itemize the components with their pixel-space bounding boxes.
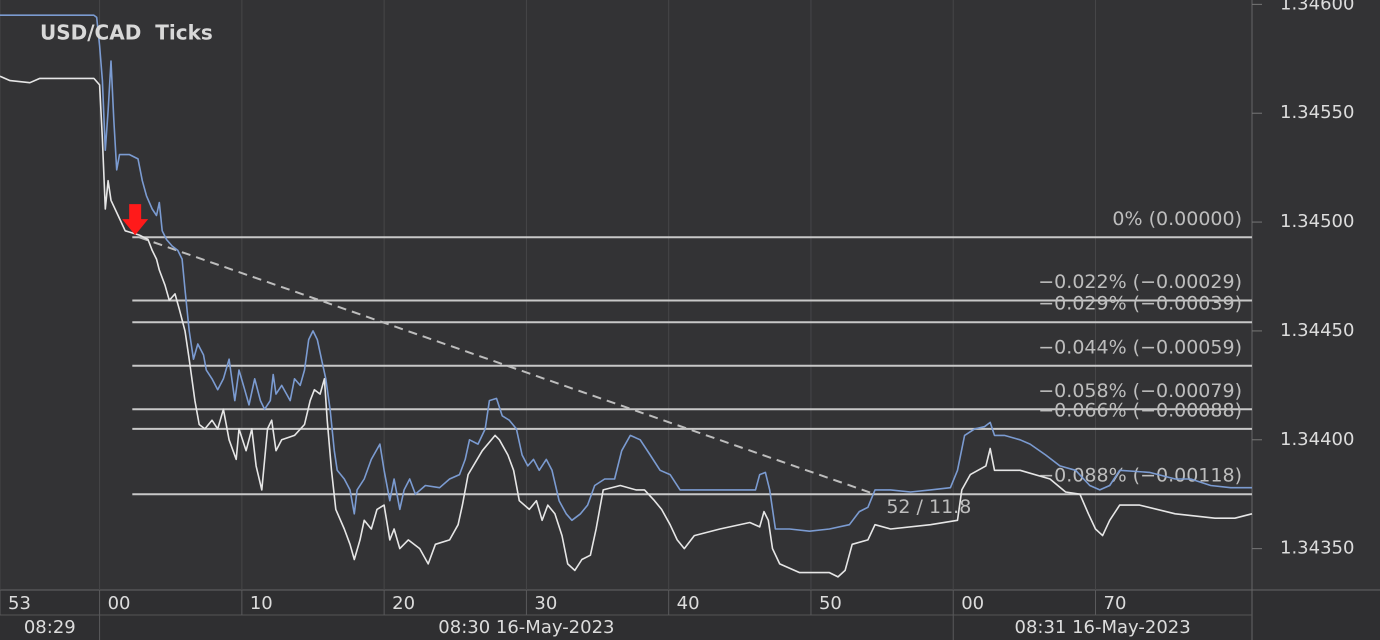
minute-label: 08:29 [24,617,76,638]
fib-label: −0.029% (−0.00039) [1038,293,1242,315]
chart-title: USD/CAD Ticks [40,21,213,45]
x-tick-label: 50 [819,593,842,614]
y-tick-label: 1.34600 [1280,0,1354,14]
y-tick-label: 1.34450 [1280,320,1354,341]
x-tick-label: 70 [1104,593,1127,614]
fib-label: −0.022% (−0.00029) [1038,271,1242,293]
x-tick-label: 00 [108,593,131,614]
minute-label: 08:30 16-May-2023 [438,617,614,638]
trend-line [139,236,876,496]
y-tick-label: 1.34550 [1280,102,1354,123]
fib-label: −0.088% (−0.00118) [1038,465,1242,487]
fib-label: −0.044% (−0.00059) [1038,336,1242,358]
x-tick-label: 00 [961,593,984,614]
x-tick-label: 30 [534,593,557,614]
x-tick-label: 53 [8,593,31,614]
y-tick-label: 1.34350 [1280,538,1354,559]
x-tick-label: 20 [392,593,415,614]
annotation: 52 / 11.8 [886,496,971,518]
x-tick-label: 40 [677,593,700,614]
x-tick-label: 10 [250,593,273,614]
price-line [0,14,1252,533]
price-line [0,75,1253,578]
fib-label: −0.066% (−0.00088) [1038,399,1242,421]
minute-label: 08:31 16-May-2023 [1015,617,1191,638]
fib-label: −0.058% (−0.00079) [1038,380,1242,402]
signal-arrow [122,204,149,236]
y-tick-label: 1.34400 [1280,429,1354,450]
y-tick-label: 1.34500 [1280,211,1354,232]
fib-label: 0% (0.00000) [1112,208,1242,230]
